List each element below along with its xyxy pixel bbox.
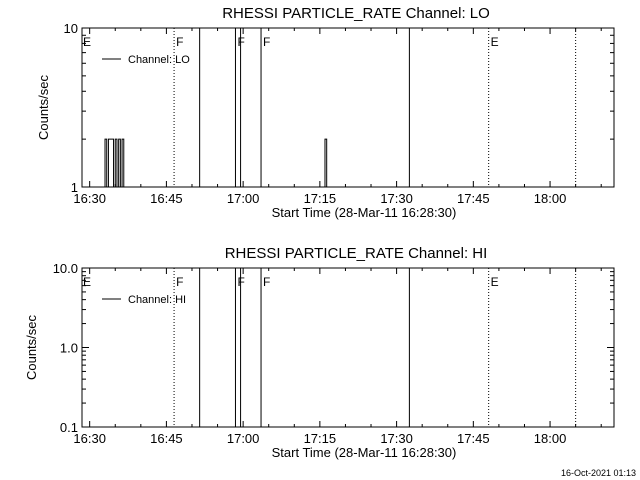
event-label: F [176, 35, 183, 49]
chart-panel-hi: RHESSI PARTICLE_RATE Channel: HI 16:30 16:… [24, 245, 615, 460]
event-label: F [237, 275, 244, 289]
event-label: E [491, 35, 499, 49]
plot-frame [81, 27, 615, 188]
x-tick-label: 17:30 [380, 191, 413, 206]
event-label: E [83, 275, 91, 289]
chart-title: RHESSI PARTICLE_RATE Channel: HI [225, 245, 488, 262]
x-tick-label: 16:45 [150, 191, 183, 206]
timestamp: 16-Oct-2021 01:13 [561, 468, 636, 478]
event-label: E [83, 35, 91, 49]
x-tick-label: 16:45 [150, 431, 183, 446]
x-tick-label: 17:00 [227, 191, 260, 206]
series-line [104, 138, 328, 188]
event-label: F [176, 275, 183, 289]
y-tick-label: 10.0 [53, 261, 78, 276]
x-tick-label: 17:30 [380, 431, 413, 446]
x-axis-label: Start Time (28-Mar-11 16:28:30) [272, 205, 457, 220]
chart-title: RHESSI PARTICLE_RATE Channel: LO [222, 5, 490, 22]
x-tick-label: 16:30 [73, 431, 106, 446]
y-axis-label: Counts/sec [36, 74, 51, 140]
x-tick-label: 17:00 [227, 431, 260, 446]
x-tick-label: 16:30 [73, 191, 106, 206]
legend-label: Channel: LO [128, 54, 190, 66]
event-label: F [237, 35, 244, 49]
x-tick-label: 17:45 [457, 191, 490, 206]
x-tick-label: 18:00 [534, 191, 567, 206]
y-axis-label: Counts/sec [24, 314, 39, 380]
plot-frame [81, 267, 615, 428]
y-tick-label: 10 [64, 21, 78, 36]
event-label: F [263, 35, 270, 49]
event-label: F [263, 275, 270, 289]
y-tick-label: 0.1 [60, 420, 78, 435]
event-label: E [491, 275, 499, 289]
y-tick-label: 1.0 [60, 341, 78, 356]
y-tick-label: 1 [71, 180, 78, 195]
legend-label: Channel: HI [128, 294, 186, 306]
x-tick-label: 17:15 [304, 431, 337, 446]
x-tick-label: 17:45 [457, 431, 490, 446]
x-axis-label: Start Time (28-Mar-11 16:28:30) [272, 445, 457, 460]
x-tick-label: 17:15 [304, 191, 337, 206]
x-tick-label: 18:00 [534, 431, 567, 446]
chart-panel-lo: RHESSI PARTICLE_RATE Channel: LO 16:30 16:… [36, 5, 615, 220]
